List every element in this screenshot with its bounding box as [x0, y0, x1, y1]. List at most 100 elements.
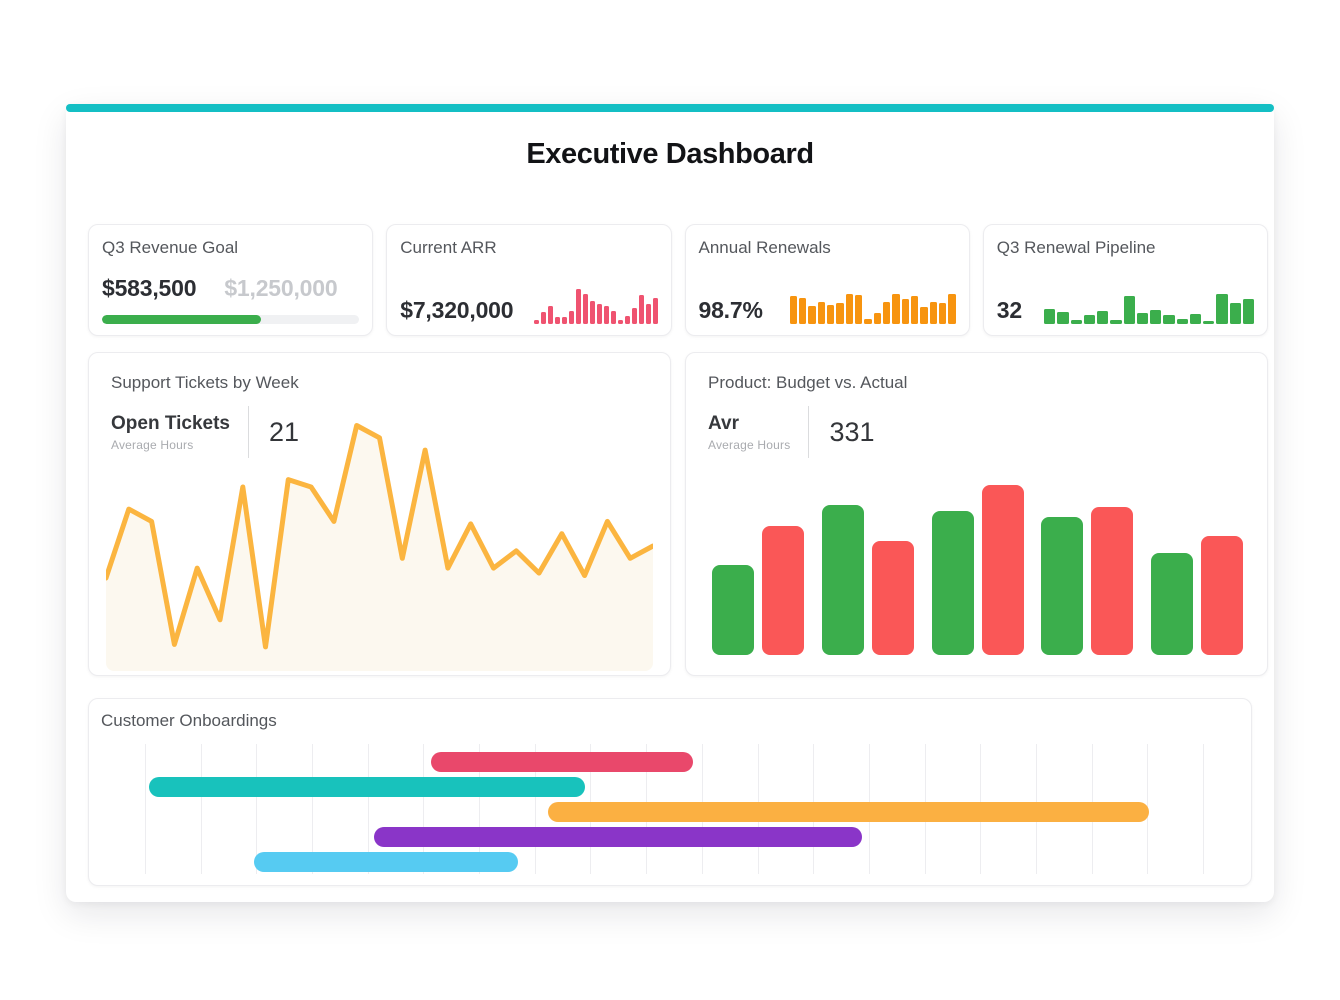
- sparkline-bar: [547, 306, 553, 324]
- metric-sublabel: Average Hours: [111, 437, 194, 452]
- bar-group: [1041, 485, 1134, 655]
- gantt-gridline: [312, 744, 314, 874]
- kpi-title: Q3 Revenue Goal: [102, 238, 239, 257]
- bar-actual[interactable]: [762, 525, 804, 655]
- pipeline-sparkline[interactable]: [1044, 286, 1254, 324]
- sparkline-bar: [561, 316, 567, 324]
- chart-title: Customer Onboardings: [101, 711, 277, 730]
- gantt-grid[interactable]: [145, 744, 1204, 874]
- bar-actual[interactable]: [871, 541, 914, 655]
- sparkline-bar: [554, 316, 560, 324]
- metric-value: 331: [829, 416, 875, 447]
- sparkline-bar: [827, 304, 835, 324]
- budget-bar-chart[interactable]: [712, 485, 1243, 655]
- sparkline-bar: [1203, 320, 1215, 324]
- gantt-task[interactable]: [548, 802, 1150, 822]
- gantt-gridline: [1203, 744, 1204, 874]
- sparkline-bar: [911, 296, 919, 324]
- sparkline-bar: [948, 294, 956, 324]
- kpi-current-value: $583,500: [102, 275, 197, 301]
- support-tickets-card: Support Tickets by Week Open Tickets Ave…: [88, 352, 671, 676]
- kpi-card-renewal-pipeline: Q3 Renewal Pipeline 32: [982, 224, 1268, 336]
- line-path: [106, 423, 653, 650]
- gantt-task[interactable]: [253, 852, 519, 872]
- sparkline-bar: [1136, 313, 1148, 324]
- sparkline-bar: [568, 311, 574, 324]
- kpi-title: Q3 Renewal Pipeline: [996, 238, 1156, 257]
- renewals-sparkline[interactable]: [789, 284, 956, 324]
- metric-row: Open Tickets Average Hours 21: [111, 406, 650, 458]
- sparkline-bar: [638, 295, 644, 324]
- gantt-task[interactable]: [149, 777, 586, 797]
- kpi-card-annual-renewals: Annual Renewals 98.7%: [684, 224, 970, 336]
- sparkline-bar: [1083, 314, 1095, 324]
- gantt-gridline: [200, 744, 202, 874]
- sparkline-bar: [864, 319, 872, 324]
- page-title: Executive Dashboard: [526, 138, 814, 170]
- sparkline-bar: [1044, 308, 1056, 324]
- sparkline-bar: [1150, 310, 1162, 324]
- sparkline-bar: [1110, 320, 1122, 324]
- revenue-progress: [102, 315, 360, 324]
- bar-actual[interactable]: [1091, 507, 1134, 655]
- kpi-value: 32: [996, 297, 1022, 323]
- bar-budget[interactable]: [931, 510, 974, 655]
- bar-actual[interactable]: [1201, 536, 1243, 655]
- metric-divider: [247, 406, 249, 458]
- sparkline-bar: [929, 302, 937, 324]
- chart-row: Support Tickets by Week Open Tickets Ave…: [88, 352, 1268, 676]
- chart-title: Product: Budget vs. Actual: [708, 373, 908, 392]
- sparkline-bar: [799, 298, 807, 324]
- bar-budget[interactable]: [712, 564, 754, 655]
- bar-actual[interactable]: [981, 485, 1024, 655]
- sparkline-bar: [789, 296, 798, 324]
- sparkline-bar: [1229, 302, 1241, 324]
- sparkline-bar: [1176, 319, 1188, 324]
- bar-budget[interactable]: [821, 505, 864, 655]
- kpi-title: Current ARR: [400, 238, 497, 257]
- sparkline-bar: [540, 312, 546, 324]
- sparkline-bar: [939, 303, 947, 324]
- sparkline-bar: [589, 301, 595, 324]
- sparkline-bar: [1216, 293, 1228, 324]
- sparkline-bar: [1070, 320, 1082, 324]
- sparkline-bar: [883, 302, 891, 324]
- arr-sparkline[interactable]: [533, 287, 658, 324]
- gantt-task[interactable]: [373, 827, 863, 847]
- sparkline-bar: [652, 298, 658, 324]
- metric-divider: [808, 406, 810, 458]
- kpi-title: Annual Renewals: [698, 238, 831, 257]
- onboardings-card: Customer Onboardings: [88, 698, 1252, 886]
- metric-value: 21: [268, 416, 300, 447]
- gantt-gridline: [145, 744, 146, 874]
- gantt-task[interactable]: [430, 752, 694, 772]
- sparkline-bar: [582, 294, 588, 324]
- accent-bar: [66, 104, 1274, 112]
- sparkline-bar: [901, 299, 910, 324]
- sparkline-bar: [645, 303, 651, 324]
- bar-budget[interactable]: [1151, 553, 1193, 655]
- revenue-progress-fill: [102, 315, 262, 324]
- kpi-row: Q3 Revenue Goal $583,500 $1,250,000 Curr…: [88, 224, 1268, 336]
- sparkline-bar: [892, 294, 900, 324]
- sparkline-bar: [1123, 295, 1135, 324]
- metric-label: Open Tickets: [111, 412, 230, 434]
- sparkline-bar: [808, 306, 816, 324]
- kpi-value: $7,320,000: [400, 297, 514, 323]
- gantt-gridline: [367, 744, 369, 874]
- sparkline-bar: [1242, 298, 1254, 324]
- sparkline-bar: [596, 303, 602, 324]
- sparkline-bar: [836, 303, 844, 324]
- sparkline-bar: [855, 295, 863, 324]
- metric-sublabel: Average Hours: [708, 437, 791, 452]
- support-line-chart[interactable]: [106, 421, 653, 671]
- metric-row: Avr Average Hours 331: [708, 406, 1247, 458]
- gantt-gridline: [479, 744, 481, 874]
- bar-budget[interactable]: [1041, 517, 1084, 655]
- kpi-value: 98.7%: [698, 297, 763, 323]
- area-fill: [106, 425, 653, 671]
- bar-group: [712, 485, 804, 655]
- sparkline-bar: [1189, 314, 1201, 324]
- kpi-target-value: $1,250,000: [224, 275, 338, 301]
- sparkline-bar: [1057, 311, 1069, 324]
